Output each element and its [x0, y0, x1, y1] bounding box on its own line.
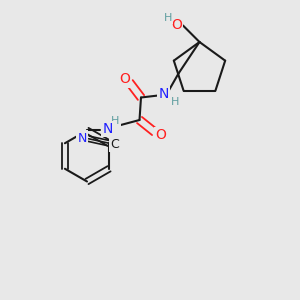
Text: N: N: [103, 122, 113, 136]
Text: H: H: [171, 97, 180, 107]
Text: O: O: [171, 18, 182, 32]
Text: N: N: [158, 88, 169, 101]
Text: O: O: [156, 128, 167, 142]
Text: H: H: [111, 116, 120, 127]
Text: H: H: [164, 13, 172, 23]
Text: C: C: [111, 138, 119, 151]
Text: O: O: [119, 73, 130, 86]
Text: N: N: [77, 132, 87, 145]
